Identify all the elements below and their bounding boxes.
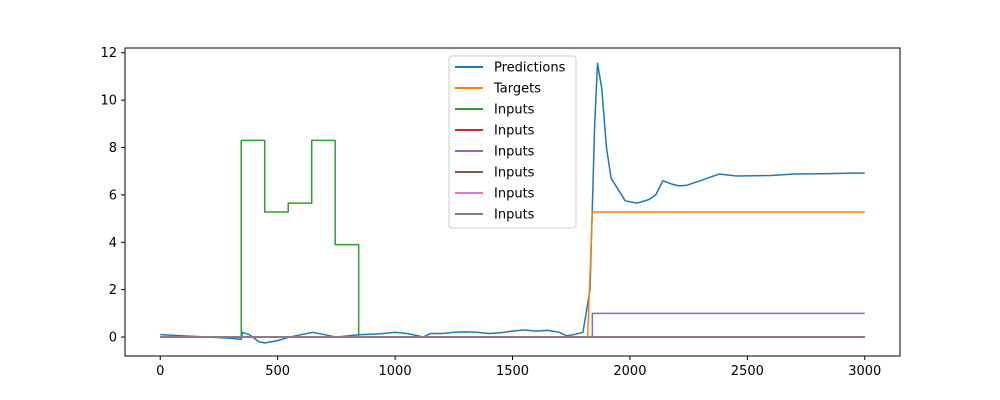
legend-label: Inputs: [494, 103, 535, 118]
legend-label: Inputs: [494, 187, 535, 202]
y-tick-label: 10: [100, 94, 117, 109]
y-tick-label: 12: [100, 46, 117, 61]
legend: Predictions Targets Inputs Inputs Inputs Inpu…: [448, 55, 577, 229]
x-tick-label: 1500: [496, 364, 529, 379]
axes-layer: 0 500 1000 1500 2000 2500 3000 0 2 4 6 8 10 12: [100, 46, 881, 379]
legend-box: [448, 55, 577, 229]
y-tick-label: 8: [109, 141, 117, 156]
series-layer: [160, 62, 865, 344]
x-tick-label: 3000: [848, 364, 881, 379]
legend-label: Inputs: [494, 145, 535, 160]
x-tick-label: 0: [156, 364, 164, 379]
y-tick-label: 0: [109, 331, 117, 346]
x-tick-label: 1000: [379, 364, 412, 379]
y-tick-label: 4: [109, 236, 117, 251]
legend-label: Inputs: [494, 124, 535, 139]
x-tick-label: 2000: [613, 364, 646, 379]
y-tick-label: 2: [109, 283, 117, 298]
series-line-1: [160, 211, 865, 338]
x-tick-label: 500: [265, 364, 290, 379]
series-line-4: [160, 312, 865, 338]
legend-label: Inputs: [494, 166, 535, 181]
legend-label: Targets: [493, 82, 541, 97]
y-tick-label: 6: [109, 188, 117, 203]
legend-label: Predictions: [494, 61, 566, 76]
series-line-2: [160, 139, 865, 338]
legend-label: Inputs: [494, 208, 535, 223]
x-tick-label: 2500: [731, 364, 764, 379]
